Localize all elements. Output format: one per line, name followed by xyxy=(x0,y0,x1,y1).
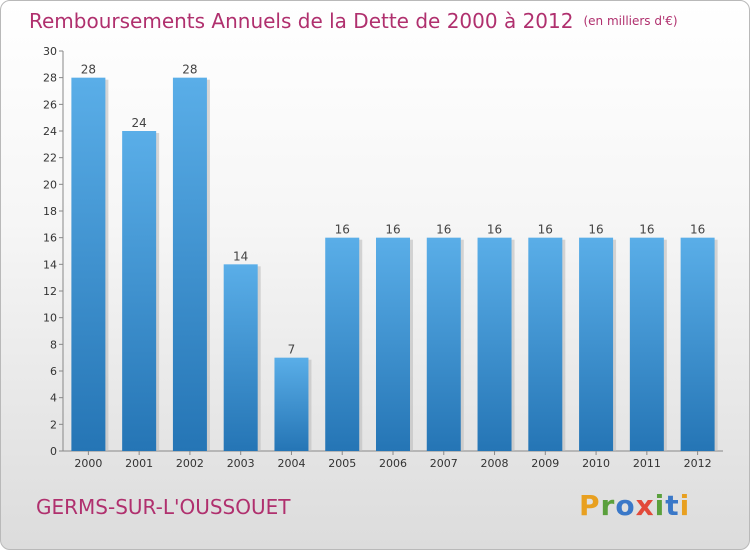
data-label-2012: 16 xyxy=(690,223,705,237)
y-tick-label: 22 xyxy=(43,152,57,165)
bars: 28 24 28 14 7 16 16 16 16 16 16 16 16 xyxy=(71,63,718,452)
logo-letter: o xyxy=(615,489,636,522)
bar-2009 xyxy=(528,237,563,451)
data-label-2007: 16 xyxy=(436,223,451,237)
y-tick-label: 20 xyxy=(43,178,57,191)
bar-2011 xyxy=(629,237,664,451)
x-tick-label-2002: 2002 xyxy=(176,457,204,470)
data-label-2004: 7 xyxy=(288,343,296,357)
y-tick-label: 18 xyxy=(43,205,57,218)
logo-letter: i xyxy=(654,489,666,522)
data-label-2009: 16 xyxy=(538,223,553,237)
logo-letter: x xyxy=(635,489,655,522)
x-tick-label-2009: 2009 xyxy=(531,457,559,470)
y-tick-label: 16 xyxy=(43,232,57,245)
logo-letter: i xyxy=(679,489,691,522)
x-tick-label-2001: 2001 xyxy=(125,457,153,470)
data-label-2000: 28 xyxy=(81,63,96,77)
y-tick-label: 8 xyxy=(50,338,57,351)
y-tick-label: 12 xyxy=(43,285,57,298)
x-tick-label-2011: 2011 xyxy=(633,457,661,470)
data-label-2006: 16 xyxy=(385,223,400,237)
town-name: GERMS-SUR-L'OUSSOUET xyxy=(36,495,291,519)
data-label-2008: 16 xyxy=(487,223,502,237)
data-label-2003: 14 xyxy=(233,249,248,263)
proxiti-logo: Proxiti xyxy=(579,489,690,522)
bar-2007 xyxy=(426,237,461,451)
data-label-2011: 16 xyxy=(639,223,654,237)
bar-2004 xyxy=(274,357,309,451)
y-tick-label: 2 xyxy=(50,418,57,431)
bar-2000 xyxy=(71,77,106,452)
bar-2002 xyxy=(172,77,207,452)
y-tick-label: 24 xyxy=(43,125,57,138)
bar-2008 xyxy=(477,237,512,451)
bar-2005 xyxy=(325,237,360,451)
bar-2001 xyxy=(122,131,157,451)
bar-2010 xyxy=(579,237,614,451)
chart-title: Remboursements Annuels de la Dette de 20… xyxy=(29,9,678,33)
x-tick-label-2004: 2004 xyxy=(277,457,305,470)
data-label-2010: 16 xyxy=(588,223,603,237)
x-tick-label-2012: 2012 xyxy=(684,457,712,470)
logo-letter: t xyxy=(665,489,680,522)
x-tick-label-2010: 2010 xyxy=(582,457,610,470)
bar-2006 xyxy=(376,237,410,451)
chart-title-text: Remboursements Annuels de la Dette de 20… xyxy=(29,9,574,33)
x-tick-label-2007: 2007 xyxy=(430,457,458,470)
chart-unit: (en milliers d'€) xyxy=(583,14,678,28)
y-tick-label: 26 xyxy=(43,98,57,111)
data-label-2002: 28 xyxy=(182,63,197,77)
x-tick-label-2000: 2000 xyxy=(74,457,102,470)
data-label-2005: 16 xyxy=(335,223,350,237)
x-tick-label-2006: 2006 xyxy=(379,457,407,470)
y-tick-label: 0 xyxy=(50,445,57,458)
bar-2012 xyxy=(680,237,715,451)
y-tick-label: 10 xyxy=(43,312,57,325)
bar-2003 xyxy=(223,264,258,451)
y-tick-label: 28 xyxy=(43,72,57,85)
logo-letter: P xyxy=(579,489,601,522)
logo-letter: r xyxy=(600,489,616,522)
y-tick-label: 14 xyxy=(43,258,57,271)
y-tick-label: 4 xyxy=(50,392,57,405)
x-tick-label-2008: 2008 xyxy=(481,457,509,470)
y-tick-label: 30 xyxy=(43,45,57,58)
y-tick-label: 6 xyxy=(50,365,57,378)
data-label-2001: 24 xyxy=(132,116,147,130)
x-axis: 2000 2001 2002 2003 2004 2005 2006 2007 2008 2009… xyxy=(63,450,723,470)
x-tick-label-2005: 2005 xyxy=(328,457,356,470)
x-tick-label-2003: 2003 xyxy=(227,457,255,470)
